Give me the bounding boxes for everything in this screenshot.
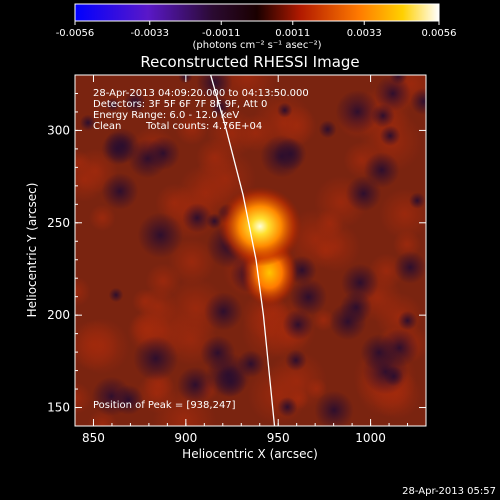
- colorbar-ticks: -0.0056 -0.0033 -0.0011 0.0011 0.0033 0.0056: [56, 21, 457, 39]
- y-axis-ticks: 150 200 250 300: [47, 92, 426, 415]
- colorbar-tick-label: 0.0011: [275, 28, 310, 39]
- x-tick-label: 950: [267, 431, 290, 445]
- colorbar: [74, 3, 440, 22]
- x-tick-label: 900: [174, 431, 197, 445]
- y-axis-label: Heliocentric Y (arcsec): [25, 183, 39, 318]
- peak-position-label: Position of Peak = [938,247]: [93, 400, 236, 411]
- annotation-detectors: Detectors: 3F 5F 6F 7F 8F 9F, Att 0: [93, 99, 267, 110]
- annotation-energy: Energy Range: 6.0 - 12.0 keV: [93, 110, 239, 121]
- solar-limb-curve: [209, 75, 276, 426]
- y-tick-label: 150: [47, 401, 70, 415]
- colorbar-tick-label: 0.0033: [347, 28, 382, 39]
- x-tick-label: 850: [82, 431, 105, 445]
- x-axis-label: Heliocentric X (arcsec): [182, 447, 318, 461]
- colorbar-tick-label: -0.0011: [202, 28, 241, 39]
- heatmap-image: [75, 75, 426, 426]
- x-axis-ticks: 850 900 950 1000: [82, 75, 409, 445]
- annotation-clean: Clean: [93, 121, 121, 132]
- annotation-counts: Total counts: 4.76E+04: [145, 121, 262, 132]
- plot-frame: [74, 74, 427, 427]
- annotation-time: 28-Apr-2013 04:09:20.000 to 04:13:50.000: [93, 88, 309, 99]
- chart-title: Reconstructed RHESSI Image: [140, 53, 359, 71]
- y-tick-label: 300: [47, 123, 70, 137]
- colorbar-tick-label: -0.0056: [56, 28, 95, 39]
- colorbar-tick-label: 0.0056: [422, 28, 457, 39]
- colorbar-unit-label: (photons cm⁻² s⁻¹ asec⁻²): [192, 40, 321, 51]
- x-tick-label: 1000: [355, 431, 386, 445]
- y-tick-label: 200: [47, 308, 70, 322]
- colorbar-tick-label: -0.0033: [130, 28, 169, 39]
- footer-timestamp: 28-Apr-2013 05:57: [402, 486, 496, 497]
- y-tick-label: 250: [47, 216, 70, 230]
- peak-source: [218, 186, 303, 267]
